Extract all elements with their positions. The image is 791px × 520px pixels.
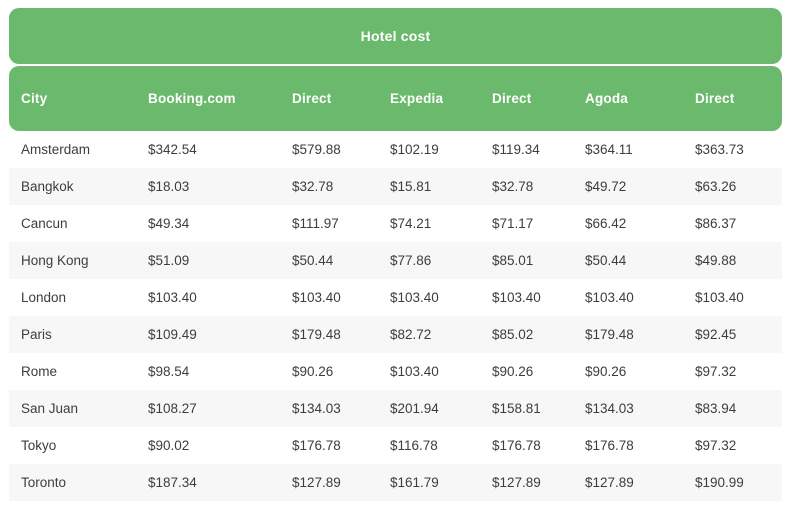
column-header: Direct [683, 66, 782, 131]
price-cell: $103.40 [148, 290, 197, 305]
price-cell: $66.42 [585, 216, 627, 231]
table-row: London $103.40 $103.40 $103.40 $103.40 $103.4… [9, 279, 782, 316]
price-cell: $18.03 [136, 168, 280, 205]
price-cell: $134.03 [280, 390, 378, 427]
price-cell: $71.17 [492, 216, 534, 231]
price-cell: $103.40 [390, 290, 439, 305]
city-cell: London [21, 290, 67, 305]
city-cell: Paris [9, 316, 136, 353]
table-row: Rome $98.54 $90.26 $103.40 $90.26 $90.26 $97.3… [9, 353, 782, 390]
price-cell: $176.78 [585, 438, 634, 453]
city-cell: Cancun [21, 216, 68, 231]
price-cell: $50.44 [280, 242, 378, 279]
price-cell: $158.81 [480, 390, 573, 427]
price-cell: $92.45 [683, 316, 782, 353]
price-cell: $127.89 [280, 464, 378, 501]
price-cell: $108.27 [136, 390, 280, 427]
price-cell: $90.26 [492, 364, 534, 379]
price-cell: $90.26 [292, 364, 334, 379]
hotel-cost-card: Hotel cost City Booking.com Direct Expedia D… [9, 8, 782, 501]
hotel-cost-table: City Booking.com Direct Expedia Direct Agoda D… [9, 66, 782, 501]
price-cell: $50.44 [573, 242, 683, 279]
table-row: San Juan $108.27 $134.03 $201.94 $158.81 $134… [9, 390, 782, 427]
city-cell: Hong Kong [9, 242, 136, 279]
price-cell: $83.94 [683, 390, 782, 427]
table-title: Hotel cost [360, 28, 431, 44]
table-row: Amsterdam $342.54 $579.88 $102.19 $119.34 $36… [9, 131, 782, 168]
city-cell: Toronto [9, 464, 136, 501]
price-cell: $51.09 [136, 242, 280, 279]
price-cell: $86.37 [695, 216, 737, 231]
price-cell: $179.48 [280, 316, 378, 353]
table-header-row: City Booking.com Direct Expedia Direct Agoda D… [9, 66, 782, 131]
column-header: Direct [280, 66, 378, 131]
price-cell: $201.94 [378, 390, 480, 427]
price-cell: $32.78 [280, 168, 378, 205]
price-cell: $85.01 [480, 242, 573, 279]
price-cell: $103.40 [390, 364, 439, 379]
table-title-banner: Hotel cost [9, 8, 782, 64]
price-cell: $85.02 [480, 316, 573, 353]
price-cell: $179.48 [573, 316, 683, 353]
price-cell: $90.02 [148, 438, 190, 453]
price-cell: $116.78 [390, 438, 438, 453]
price-cell: $98.54 [148, 364, 190, 379]
price-cell: $74.21 [390, 216, 432, 231]
price-cell: $176.78 [292, 438, 341, 453]
price-cell: $161.79 [378, 464, 480, 501]
table-header: City Booking.com Direct Expedia Direct Agoda D… [9, 66, 782, 131]
price-cell: $103.40 [695, 290, 744, 305]
price-cell: $32.78 [480, 168, 573, 205]
price-cell: $363.73 [695, 142, 744, 157]
price-cell: $342.54 [148, 142, 197, 157]
column-header: Direct [480, 66, 573, 131]
price-cell: $49.72 [573, 168, 683, 205]
price-cell: $82.72 [378, 316, 480, 353]
city-cell: Rome [21, 364, 58, 379]
price-cell: $97.32 [695, 438, 737, 453]
column-header: Booking.com [136, 66, 280, 131]
price-cell: $15.81 [378, 168, 480, 205]
price-cell: $190.99 [683, 464, 782, 501]
price-cell: $90.26 [585, 364, 627, 379]
table-row: Hong Kong $51.09 $50.44 $77.86 $85.01 $50.44 $… [9, 242, 782, 279]
price-cell: $119.34 [492, 142, 540, 157]
table-row: Bangkok $18.03 $32.78 $15.81 $32.78 $49.72 $63… [9, 168, 782, 205]
price-cell: $49.88 [683, 242, 782, 279]
price-cell: $63.26 [683, 168, 782, 205]
price-cell: $103.40 [292, 290, 341, 305]
table-body: Amsterdam $342.54 $579.88 $102.19 $119.34 $36… [9, 131, 782, 501]
column-header: Agoda [573, 66, 683, 131]
price-cell: $127.89 [573, 464, 683, 501]
price-cell: $134.03 [573, 390, 683, 427]
column-header: City [9, 66, 136, 131]
table-row: Tokyo $90.02 $176.78 $116.78 $176.78 $176.78 $… [9, 427, 782, 464]
table-row: Toronto $187.34 $127.89 $161.79 $127.89 $127.… [9, 464, 782, 501]
city-cell: San Juan [9, 390, 136, 427]
price-cell: $127.89 [480, 464, 573, 501]
price-cell: $109.49 [136, 316, 280, 353]
price-cell: $102.19 [390, 142, 439, 157]
table-row: Paris $109.49 $179.48 $82.72 $85.02 $179.48 $9… [9, 316, 782, 353]
price-cell: $187.34 [136, 464, 280, 501]
table-row: Cancun $49.34 $111.97 $74.21 $71.17 $66.42 $86… [9, 205, 782, 242]
price-cell: $111.97 [292, 216, 339, 231]
price-cell: $49.34 [148, 216, 190, 231]
price-cell: $176.78 [492, 438, 541, 453]
city-cell: Amsterdam [21, 142, 91, 157]
price-cell: $103.40 [585, 290, 634, 305]
price-cell: $364.11 [585, 142, 633, 157]
price-cell: $103.40 [492, 290, 541, 305]
price-cell: $579.88 [292, 142, 341, 157]
city-cell: Bangkok [9, 168, 136, 205]
price-cell: $97.32 [695, 364, 737, 379]
city-cell: Tokyo [21, 438, 57, 453]
column-header: Expedia [378, 66, 480, 131]
price-cell: $77.86 [378, 242, 480, 279]
